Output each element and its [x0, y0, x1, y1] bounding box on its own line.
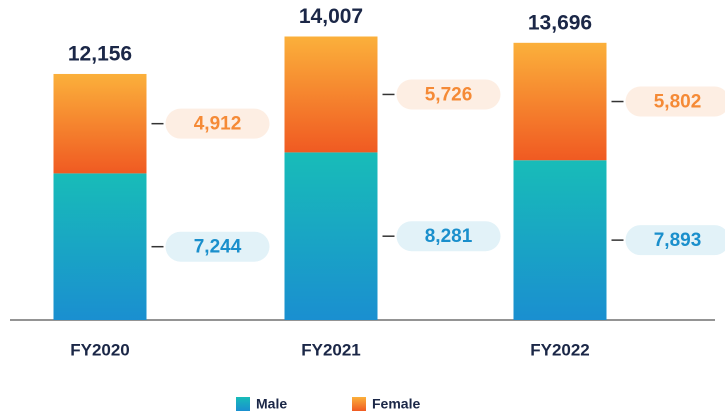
- value-pill: [625, 225, 725, 256]
- x-tick-label: FY2021: [301, 340, 361, 359]
- value-label: 7,244: [194, 237, 242, 258]
- bar-segment: [513, 42, 607, 161]
- legend-label: Female: [372, 396, 420, 412]
- value-pill: [625, 86, 725, 117]
- value-label: 7,893: [654, 230, 702, 251]
- value-label: 8,281: [425, 226, 473, 247]
- bar-segment: [53, 73, 147, 174]
- value-pill: [396, 221, 501, 252]
- value-label: 4,912: [194, 114, 242, 135]
- value-label: 5,726: [425, 84, 473, 105]
- value-pill: [396, 79, 501, 110]
- bar-segment: [53, 173, 147, 320]
- bar-segment: [284, 36, 378, 153]
- total-label: 14,007: [299, 5, 363, 28]
- legend-label: Male: [256, 396, 287, 412]
- x-tick-label: FY2022: [530, 340, 590, 359]
- bar-segment: [513, 160, 607, 320]
- x-tick-label: FY2020: [70, 340, 130, 359]
- total-label: 13,696: [528, 11, 592, 34]
- value-label: 5,802: [654, 92, 702, 113]
- legend-swatch: [236, 397, 250, 411]
- bar-segment: [284, 152, 378, 320]
- total-label: 12,156: [68, 43, 132, 66]
- value-pill: [165, 108, 270, 139]
- legend-swatch: [352, 397, 366, 411]
- value-pill: [165, 231, 270, 262]
